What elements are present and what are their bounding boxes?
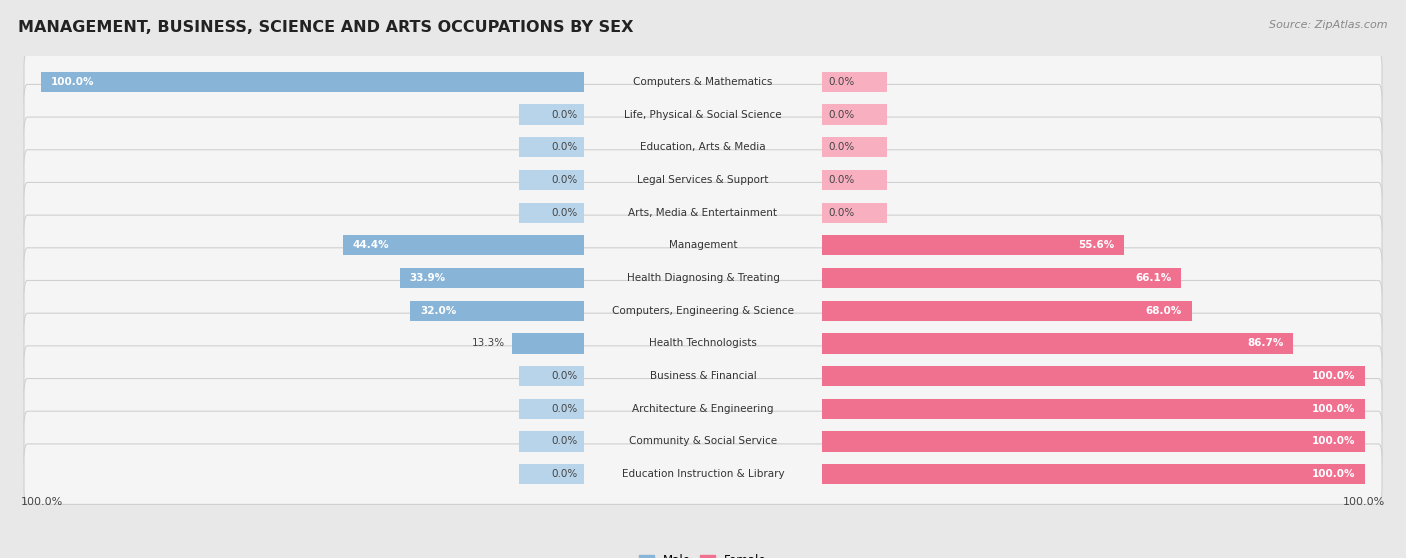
- Bar: [519, 170, 583, 190]
- Bar: [823, 431, 1365, 451]
- Bar: [411, 301, 583, 321]
- Text: 100.0%: 100.0%: [1343, 497, 1385, 507]
- Text: Computers & Mathematics: Computers & Mathematics: [633, 77, 773, 87]
- Bar: [823, 203, 887, 223]
- FancyBboxPatch shape: [24, 52, 1382, 112]
- FancyBboxPatch shape: [24, 248, 1382, 308]
- Text: 0.0%: 0.0%: [551, 371, 576, 381]
- Text: Architecture & Engineering: Architecture & Engineering: [633, 404, 773, 414]
- Bar: [823, 301, 1192, 321]
- Bar: [41, 72, 583, 92]
- Bar: [823, 72, 887, 92]
- Text: 0.0%: 0.0%: [830, 208, 855, 218]
- Text: Life, Physical & Social Science: Life, Physical & Social Science: [624, 109, 782, 119]
- FancyBboxPatch shape: [24, 215, 1382, 276]
- FancyBboxPatch shape: [24, 281, 1382, 341]
- Bar: [823, 137, 887, 157]
- FancyBboxPatch shape: [24, 346, 1382, 406]
- FancyBboxPatch shape: [24, 444, 1382, 504]
- Bar: [823, 398, 1365, 419]
- FancyBboxPatch shape: [24, 150, 1382, 210]
- Text: 100.0%: 100.0%: [51, 77, 94, 87]
- Bar: [519, 464, 583, 484]
- Text: Computers, Engineering & Science: Computers, Engineering & Science: [612, 306, 794, 316]
- Text: Legal Services & Support: Legal Services & Support: [637, 175, 769, 185]
- Text: 0.0%: 0.0%: [551, 436, 576, 446]
- Bar: [823, 104, 887, 125]
- Text: 0.0%: 0.0%: [551, 142, 576, 152]
- Text: 68.0%: 68.0%: [1146, 306, 1181, 316]
- FancyBboxPatch shape: [24, 117, 1382, 177]
- Text: Business & Financial: Business & Financial: [650, 371, 756, 381]
- Text: 32.0%: 32.0%: [420, 306, 456, 316]
- Bar: [343, 235, 583, 256]
- FancyBboxPatch shape: [24, 182, 1382, 243]
- Text: 0.0%: 0.0%: [551, 208, 576, 218]
- Bar: [823, 366, 1365, 386]
- FancyBboxPatch shape: [24, 411, 1382, 472]
- Bar: [519, 398, 583, 419]
- Text: 100.0%: 100.0%: [21, 497, 63, 507]
- Legend: Male, Female: Male, Female: [634, 549, 772, 558]
- Text: 0.0%: 0.0%: [830, 142, 855, 152]
- Text: Health Diagnosing & Treating: Health Diagnosing & Treating: [627, 273, 779, 283]
- Text: 100.0%: 100.0%: [1312, 469, 1355, 479]
- Text: Arts, Media & Entertainment: Arts, Media & Entertainment: [628, 208, 778, 218]
- Text: 0.0%: 0.0%: [551, 404, 576, 414]
- Text: 13.3%: 13.3%: [472, 338, 505, 348]
- Text: 86.7%: 86.7%: [1247, 338, 1284, 348]
- Text: 66.1%: 66.1%: [1135, 273, 1171, 283]
- Bar: [823, 464, 1365, 484]
- Text: Community & Social Service: Community & Social Service: [628, 436, 778, 446]
- Bar: [823, 235, 1125, 256]
- Bar: [519, 203, 583, 223]
- Text: Education Instruction & Library: Education Instruction & Library: [621, 469, 785, 479]
- FancyBboxPatch shape: [24, 378, 1382, 439]
- Bar: [399, 268, 583, 288]
- Text: Education, Arts & Media: Education, Arts & Media: [640, 142, 766, 152]
- Text: 44.4%: 44.4%: [353, 240, 389, 251]
- Text: Management: Management: [669, 240, 737, 251]
- Bar: [823, 268, 1181, 288]
- Text: 0.0%: 0.0%: [551, 109, 576, 119]
- Bar: [519, 366, 583, 386]
- Bar: [512, 333, 583, 354]
- Text: 33.9%: 33.9%: [409, 273, 446, 283]
- Bar: [823, 333, 1294, 354]
- Text: 0.0%: 0.0%: [830, 77, 855, 87]
- Text: 100.0%: 100.0%: [1312, 371, 1355, 381]
- Bar: [519, 431, 583, 451]
- Text: 0.0%: 0.0%: [551, 175, 576, 185]
- Text: MANAGEMENT, BUSINESS, SCIENCE AND ARTS OCCUPATIONS BY SEX: MANAGEMENT, BUSINESS, SCIENCE AND ARTS O…: [18, 20, 634, 35]
- Text: 100.0%: 100.0%: [1312, 436, 1355, 446]
- Bar: [519, 104, 583, 125]
- FancyBboxPatch shape: [24, 313, 1382, 374]
- Text: Health Technologists: Health Technologists: [650, 338, 756, 348]
- Text: 0.0%: 0.0%: [551, 469, 576, 479]
- Bar: [823, 170, 887, 190]
- FancyBboxPatch shape: [24, 84, 1382, 145]
- Text: 0.0%: 0.0%: [830, 109, 855, 119]
- Text: Source: ZipAtlas.com: Source: ZipAtlas.com: [1270, 20, 1388, 30]
- Text: 55.6%: 55.6%: [1078, 240, 1115, 251]
- Text: 100.0%: 100.0%: [1312, 404, 1355, 414]
- Text: 0.0%: 0.0%: [830, 175, 855, 185]
- Bar: [519, 137, 583, 157]
